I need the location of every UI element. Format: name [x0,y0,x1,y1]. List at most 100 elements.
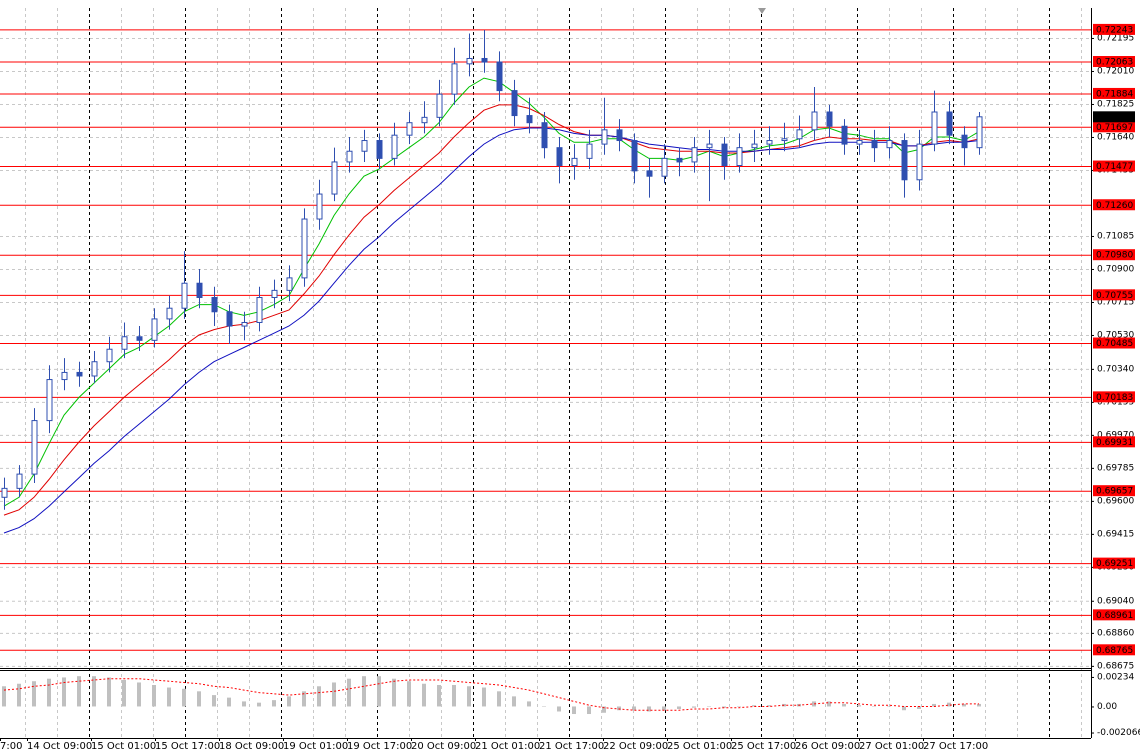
level-label: 0.71260 [1096,201,1133,211]
y-tick-label: 0.69040 [1097,596,1134,606]
level-label: 0.68765 [1096,646,1133,656]
candle-body [451,63,458,95]
level-label: 0.72063 [1096,58,1133,68]
x-tick-label: 19 Oct 17:00 [347,741,412,752]
y-tick-label: 0.69785 [1097,463,1134,473]
histogram-bar [242,701,246,707]
level-label-box [1093,557,1135,569]
candle-body [436,93,443,118]
histogram-bar [107,677,111,707]
histogram-bar [77,676,81,707]
histogram-bar [92,676,96,707]
candle-body [46,379,53,422]
candle-body [406,122,413,136]
candle-body [136,336,143,341]
histogram-bar [272,700,276,707]
histogram-bar [362,676,366,707]
level-label-box [1093,56,1135,68]
candle-body [616,129,623,142]
y-tick-label: 0.71640 [1097,132,1134,142]
level-label-box [1093,391,1135,403]
histogram-bar [572,706,576,715]
candle-body [721,143,728,167]
histogram-bar [422,683,426,707]
histogram-bar [32,681,36,707]
histogram-bar [332,682,336,707]
histogram-bar [497,691,501,707]
candle-body [361,140,368,152]
level-label: 0.70755 [1096,291,1133,301]
candle-body [826,111,833,127]
y-tick-label: 0.00234 [1097,672,1134,682]
level-label-box [1093,121,1135,133]
level-label-box [1093,436,1135,448]
candle-body [916,143,923,181]
histogram-bar [662,706,666,711]
histogram-bar [752,705,756,707]
histogram-bar [827,701,831,707]
candle-body [526,115,533,124]
candle-body [541,122,548,149]
axis-layer: 0.721950.720100.718250.716400.714550.710… [1091,23,1140,738]
candle-body [61,371,68,381]
candle-body [151,318,158,341]
histogram-bar [452,685,456,707]
x-tick-label: 27 Oct 17:00 [923,741,988,752]
y-tick-label: 0.70715 [1097,297,1134,307]
histogram-bar [587,706,591,715]
histogram-bar [737,706,741,707]
histogram-bar [62,677,66,707]
candle-body [331,161,338,195]
last-price-label: 0.71753 [1096,113,1133,123]
histogram-bar [317,686,321,707]
x-tick-label: 22 Oct 09:00 [603,741,668,752]
candle-body [166,307,173,320]
candle-body [901,140,908,181]
candle-body [316,193,323,220]
histogram-bar [947,702,951,707]
x-tick-label: 25 Oct 01:00 [667,741,732,752]
histogram-bar [407,681,411,707]
histogram-bar [857,705,861,707]
level-label: 0.70183 [1096,393,1133,403]
candle-body [16,473,23,489]
x-tick-label: 18 Oct 09:00 [219,741,284,752]
candle-body [856,140,863,145]
histogram-bar [152,685,156,707]
x-tick-label: 15 Oct 01:00 [91,741,156,752]
histogram-bar [602,706,606,713]
x-tick-label: 14 Oct 09:00 [27,741,92,752]
candle-body [121,336,128,350]
histogram-bar [287,696,291,707]
histogram-bar [182,688,186,707]
candle-body [841,125,848,145]
candle-body [91,361,98,377]
level-label-box [1093,23,1135,35]
moving-average [3,104,980,516]
candle-body [631,140,638,172]
histogram-bar [302,691,306,707]
histogram-bar [47,678,51,707]
histogram-bar [707,706,711,707]
candle-body [961,134,968,149]
y-tick-label: 0.00 [1097,702,1117,712]
x-tick-label: 21 Oct 17:00 [539,741,604,752]
candle-body [691,147,698,163]
histogram-bar [392,678,396,707]
histogram-bar [167,687,171,707]
histogram-bar [122,679,126,707]
candle-body [811,111,818,131]
histogram-bar [677,706,681,709]
histogram-bar [722,706,726,708]
candle-body [601,129,608,145]
histogram-bar [557,706,561,712]
candle-body [676,157,683,163]
candle-body [571,157,578,167]
level-label-box [1093,609,1135,621]
y-tick-label: 0.70530 [1097,330,1134,340]
x-tick-label: 27 Oct 01:00 [859,741,924,752]
candle-body [796,129,803,140]
candle-body [931,111,938,145]
level-label: 0.69931 [1096,438,1133,448]
level-label: 0.69251 [1096,559,1133,569]
